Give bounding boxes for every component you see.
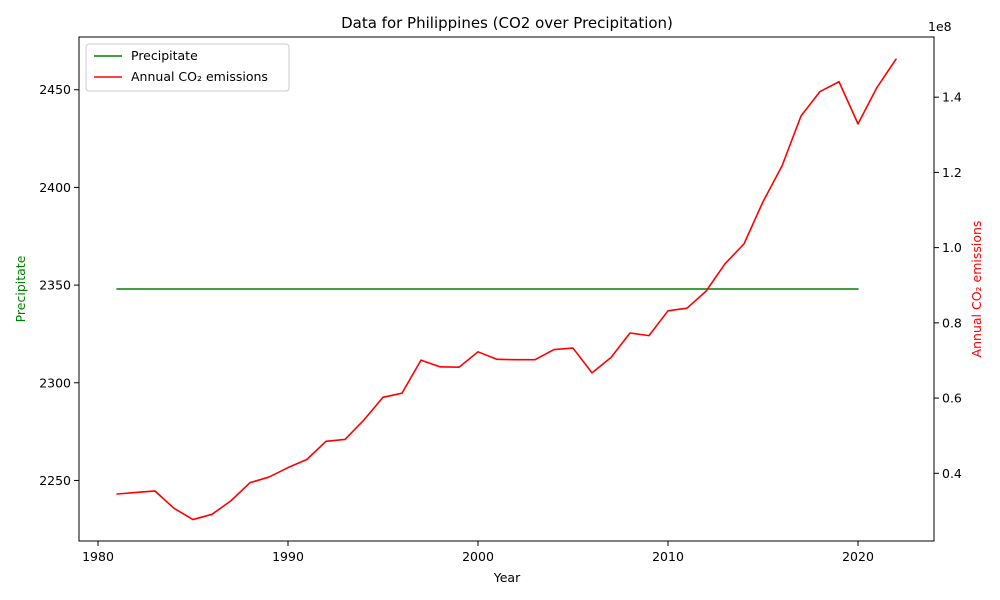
y-right-tick-label: 1.4 [942,90,962,105]
legend-label-precipitate: Precipitate [131,48,198,63]
x-tick-label: 2010 [652,549,684,564]
legend: Precipitate Annual CO₂ emissions [85,43,290,92]
y-axis-right-offset: 1e8 [928,19,952,34]
x-axis: 1980 1990 2000 2010 2020 [82,541,874,564]
y-left-tick-label: 2350 [39,278,71,293]
y-left-tick-label: 2300 [39,375,71,390]
x-axis-label: Year [493,570,521,585]
x-tick-label: 2020 [842,549,874,564]
y-left-tick-label: 2450 [39,82,71,97]
y-axis-left-label: Precipitate [13,255,28,322]
legend-box [85,43,290,92]
y-axis-right-label: Annual CO₂ emissions [969,221,984,358]
x-tick-label: 2000 [462,549,494,564]
x-tick-label: 1980 [82,549,114,564]
y-left-tick-label: 2400 [39,180,71,195]
series-line-co2-emissions [116,58,897,521]
legend-label-co2: Annual CO₂ emissions [131,69,268,84]
y-right-tick-label: 1.2 [942,165,962,180]
x-tick-label: 1990 [272,549,304,564]
plot-frame [78,36,935,542]
y-axis-right: 0.4 0.6 0.8 1.0 1.2 1.4 [934,90,962,481]
y-right-tick-label: 0.4 [942,466,962,481]
y-axis-left: 2250 2300 2350 2400 2450 [39,82,79,488]
y-left-tick-label: 2250 [39,473,71,488]
y-right-tick-label: 0.8 [942,315,962,330]
y-right-tick-label: 0.6 [942,391,962,406]
chart-title: Data for Philippines (CO2 over Precipita… [341,14,673,32]
y-right-tick-label: 1.0 [942,240,962,255]
